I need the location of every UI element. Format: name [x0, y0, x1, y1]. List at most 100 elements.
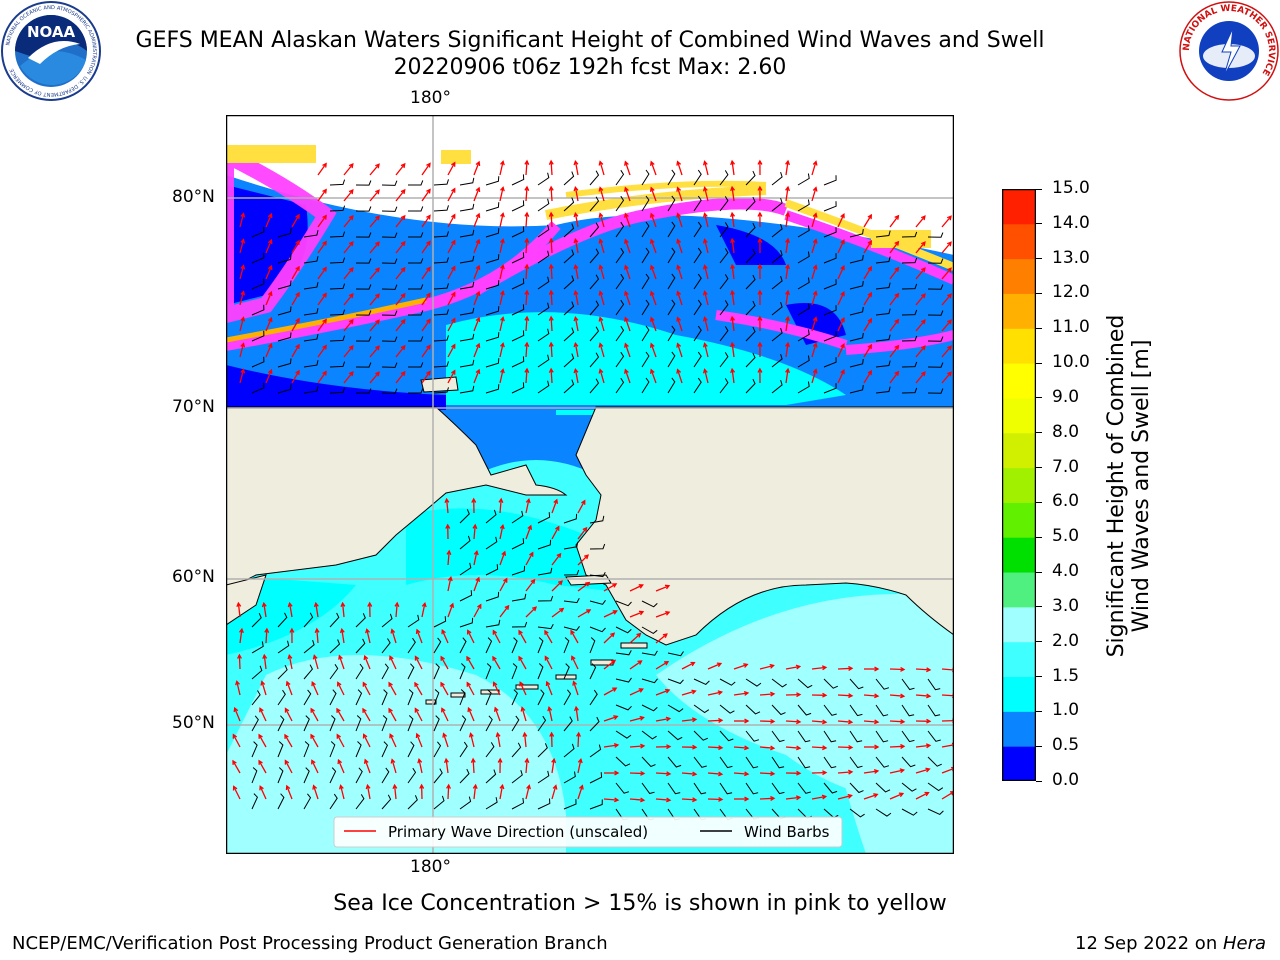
wave-direction-arrowhead [757, 159, 763, 165]
wave-direction-arrow [599, 213, 605, 228]
wind-barb [745, 730, 760, 742]
wind-barb [329, 335, 346, 342]
wave-direction-arrow [363, 734, 371, 748]
wave-direction-arrow [421, 241, 431, 254]
wave-direction-arrowhead [867, 291, 873, 298]
wind-barb [589, 543, 606, 550]
wind-barb [511, 304, 525, 316]
wave-direction-arrow [681, 690, 696, 696]
wind-barb [719, 378, 729, 394]
wind-barb [303, 639, 315, 654]
wave-direction-arrowhead [676, 264, 682, 270]
wave-direction-arrow [941, 215, 952, 228]
wind-barb [355, 767, 363, 784]
wave-direction-arrow [629, 745, 645, 748]
wave-direction-arrowhead [548, 159, 554, 165]
colorbar-segment [1002, 572, 1036, 608]
wave-direction-arrowhead [338, 784, 344, 790]
wind-barb [381, 663, 389, 680]
wave-direction-arrowhead [284, 733, 289, 739]
wave-direction-arrowhead [475, 264, 481, 270]
wave-direction-arrow [703, 317, 709, 332]
wave-direction-arrow [707, 719, 723, 722]
colorbar-tick-label: 10.0 [1052, 352, 1090, 373]
wave-direction-arrowhead [400, 214, 406, 221]
colorbar-segment [1002, 223, 1036, 260]
wave-direction-arrow [499, 578, 508, 592]
wave-direction-arrowhead [812, 316, 818, 322]
wave-direction-arrow [499, 213, 504, 228]
wave-direction-arrowhead [702, 368, 708, 374]
wave-direction-arrowhead [730, 185, 736, 192]
wave-direction-arrow [889, 694, 904, 697]
wave-direction-arrowhead [447, 575, 453, 582]
wave-direction-arrow [889, 215, 899, 228]
wave-direction-arrow [785, 720, 801, 723]
wind-barb [433, 616, 447, 628]
wind-barb [927, 704, 941, 717]
wave-direction-arrowhead [920, 371, 926, 377]
wave-direction-arrow [525, 264, 528, 280]
wave-direction-arrowhead [676, 212, 682, 218]
wave-direction-arrowhead [475, 212, 481, 218]
wind-barb [329, 689, 337, 706]
wind-barb [303, 793, 312, 810]
wave-direction-arrow [624, 161, 631, 176]
wave-direction-arrow [239, 629, 243, 644]
wave-direction-arrowhead [240, 342, 246, 348]
colorbar-tick-mark [1036, 606, 1042, 608]
colorbar-tick-mark [1036, 571, 1042, 573]
wave-direction-arrowhead [730, 367, 736, 374]
wind-barb [771, 197, 783, 212]
wave-direction-arrow [291, 344, 300, 358]
wind-barb [459, 177, 475, 186]
wind-barb [589, 300, 600, 316]
wave-direction-arrowhead [400, 318, 406, 325]
wave-direction-arrowhead [547, 705, 553, 712]
wave-direction-arrowhead [451, 343, 456, 349]
wave-direction-arrow [676, 369, 683, 384]
wave-direction-arrow [551, 608, 564, 618]
wave-direction-arrowhead [444, 497, 450, 504]
wave-direction-arrowhead [770, 718, 776, 724]
wave-direction-arrowhead [573, 341, 579, 348]
wave-direction-arrow [577, 500, 586, 514]
wind-barb [485, 509, 497, 524]
colorbar-segment [1002, 293, 1036, 329]
wind-barb [797, 329, 810, 342]
wind-barb [615, 650, 632, 656]
wave-direction-arrow [837, 344, 845, 358]
wind-barb [641, 273, 650, 290]
wave-direction-arrowhead [578, 784, 584, 790]
wave-direction-arrow [603, 687, 617, 696]
wind-barb [485, 797, 498, 810]
wave-direction-arrowhead [757, 211, 763, 217]
wave-direction-arrowhead [262, 653, 268, 660]
wave-direction-arrow [447, 266, 456, 280]
wave-direction-arrowhead [584, 554, 589, 560]
wave-direction-arrowhead [336, 681, 342, 687]
wave-direction-arrow [525, 368, 528, 384]
wave-direction-arrow [599, 343, 605, 358]
wind-barb [537, 512, 551, 524]
wave-direction-arrowhead [702, 316, 708, 322]
wave-direction-arrowhead [390, 628, 396, 634]
wave-direction-arrowhead [867, 213, 873, 220]
wind-barb [251, 304, 265, 316]
wave-direction-arrowhead [946, 267, 952, 273]
wave-direction-arrowhead [475, 342, 481, 348]
wind-barb [615, 351, 625, 368]
wind-barb [563, 541, 579, 550]
colorbar-tick-label: 14.0 [1052, 212, 1090, 233]
wave-direction-arrow [785, 343, 789, 358]
wave-direction-arrowhead [267, 316, 273, 323]
wave-direction-arrow [785, 746, 801, 749]
wave-direction-arrowhead [581, 499, 586, 505]
wind-barb [641, 195, 650, 212]
wave-direction-arrowhead [573, 159, 579, 166]
wind-barb [251, 278, 265, 290]
wind-barb [459, 509, 470, 524]
wave-direction-arrow [473, 369, 480, 384]
wave-direction-arrow [889, 792, 904, 800]
wave-direction-arrowhead [662, 633, 668, 639]
